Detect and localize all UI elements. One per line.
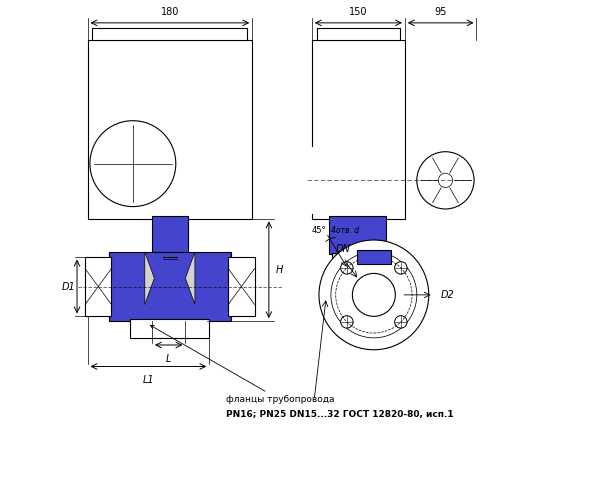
Bar bbox=[92, 28, 248, 39]
Text: 45°: 45° bbox=[312, 226, 326, 235]
Bar bbox=[109, 252, 231, 321]
Text: 95: 95 bbox=[434, 7, 447, 17]
Bar bbox=[130, 319, 209, 338]
Text: PN16; PN25 DN15...32 ГОСТ 12820-80, исп.1: PN16; PN25 DN15...32 ГОСТ 12820-80, исп.… bbox=[226, 410, 453, 419]
Bar bbox=[85, 257, 111, 316]
Text: DN: DN bbox=[336, 244, 350, 254]
Bar bbox=[154, 252, 186, 262]
Bar bbox=[87, 39, 252, 218]
Circle shape bbox=[394, 316, 407, 328]
Circle shape bbox=[90, 120, 176, 206]
Text: 4отв. d: 4отв. d bbox=[331, 226, 359, 235]
Text: H: H bbox=[276, 265, 283, 275]
Text: D2: D2 bbox=[441, 290, 455, 300]
Bar bbox=[332, 253, 383, 262]
Text: L: L bbox=[166, 354, 171, 363]
Bar bbox=[312, 39, 405, 218]
Circle shape bbox=[352, 274, 395, 316]
Circle shape bbox=[439, 173, 453, 188]
Bar bbox=[357, 250, 390, 264]
Circle shape bbox=[319, 240, 429, 350]
Bar bbox=[307, 147, 402, 214]
Circle shape bbox=[331, 252, 417, 338]
Circle shape bbox=[341, 316, 353, 328]
Polygon shape bbox=[145, 252, 154, 304]
Text: фланцы трубопровода: фланцы трубопровода bbox=[151, 325, 334, 404]
Bar bbox=[152, 216, 188, 254]
Bar bbox=[328, 216, 386, 254]
Circle shape bbox=[394, 262, 407, 274]
Text: L1: L1 bbox=[143, 375, 154, 385]
Circle shape bbox=[417, 152, 474, 209]
Text: 150: 150 bbox=[349, 7, 368, 17]
Bar bbox=[228, 257, 255, 316]
Text: D1: D1 bbox=[61, 282, 76, 291]
Text: 180: 180 bbox=[161, 7, 179, 17]
Bar bbox=[317, 28, 400, 39]
Polygon shape bbox=[186, 252, 195, 304]
Circle shape bbox=[341, 262, 353, 274]
